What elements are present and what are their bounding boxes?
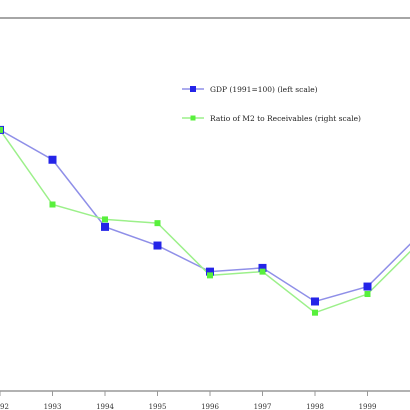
- series-1-point-1992: [0, 126, 3, 133]
- series-1-point-1993: [49, 201, 56, 208]
- legend-marker-1: [190, 115, 196, 121]
- series-0-point-1999: [363, 282, 372, 291]
- series-0-point-1993: [48, 155, 57, 164]
- x-tick-label-1999: 1999: [359, 403, 377, 410]
- x-tick-label-1995: 1995: [149, 403, 167, 410]
- legend: GDP (1991=100) (left scale) Ratio of M2 t…: [182, 85, 361, 123]
- series-line-1: [0, 129, 410, 314]
- series-line-0: [0, 129, 410, 303]
- series-0-point-1994: [101, 222, 109, 231]
- series-lines: [0, 129, 410, 314]
- series-1-point-1997: [259, 268, 266, 275]
- series-0-point-1998: [311, 297, 319, 306]
- series-1-point-1995: [154, 220, 161, 227]
- x-tick-label-1998: 1998: [306, 403, 324, 410]
- x-tick-label-1993: 1993: [44, 403, 62, 410]
- series-1-point-1998: [312, 309, 318, 316]
- x-tick-label-1996: 1996: [201, 403, 219, 410]
- series-1-point-1994: [102, 216, 108, 223]
- series-markers: [0, 125, 372, 316]
- x-axis-ticks: 199219931994199519961997199819992000: [0, 391, 377, 410]
- series-1-point-1999: [364, 291, 371, 298]
- series-0-point-1997: [258, 263, 267, 272]
- legend-marker-0: [190, 86, 196, 92]
- x-tick-label-1994: 1994: [96, 403, 114, 410]
- legend-label-1: Ratio of M2 to Receivables (right scale): [210, 114, 361, 123]
- series-0-point-1996: [206, 267, 214, 276]
- series-1-point-1996: [207, 272, 213, 279]
- legend-label-0: GDP (1991=100) (left scale): [210, 85, 318, 94]
- x-tick-label-1992: 1992: [0, 403, 9, 410]
- series-0-point-1995: [153, 241, 162, 250]
- x-tick-label-1997: 1997: [254, 403, 272, 410]
